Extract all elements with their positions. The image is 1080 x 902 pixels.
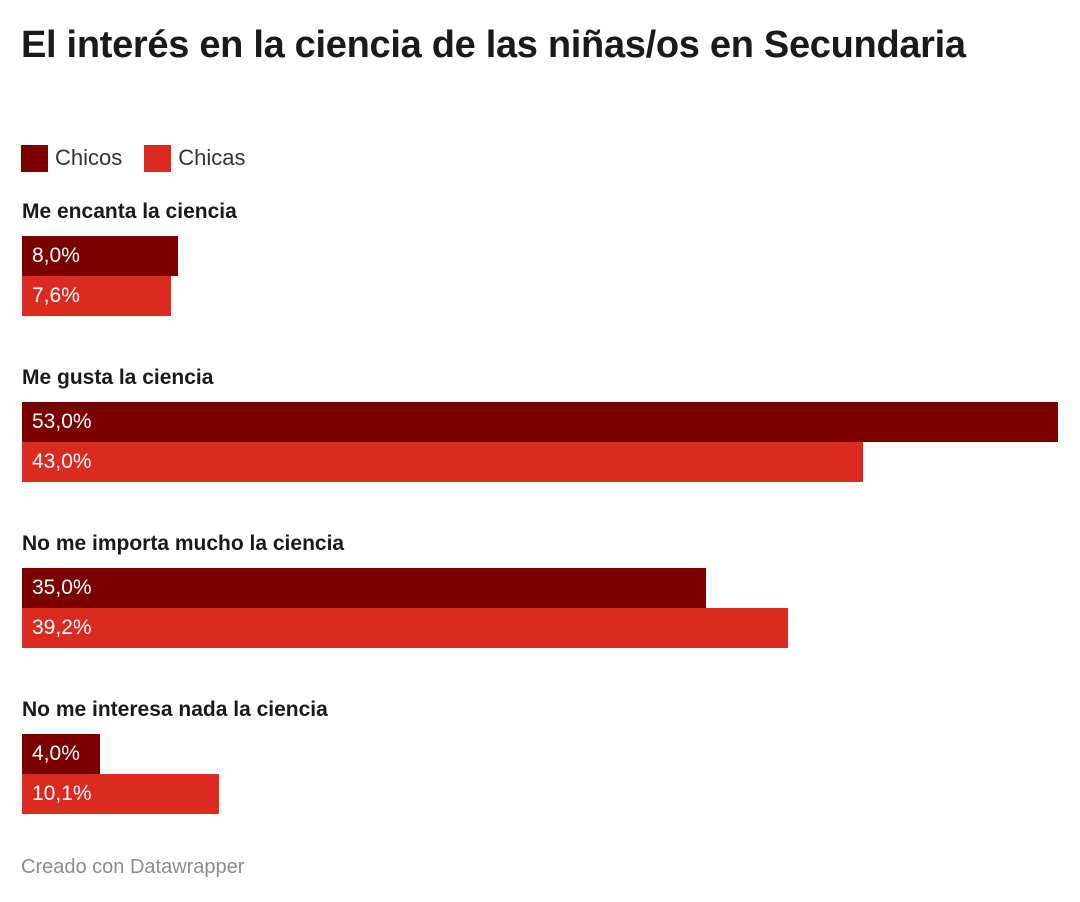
category-label: Me encanta la ciencia (22, 200, 237, 223)
bar-chicos: 4,0% (22, 734, 100, 774)
legend-label-chicos: Chicos (55, 145, 123, 170)
legend-label-chicas: Chicas (178, 145, 246, 170)
bar-chicas: 10,1% (22, 774, 219, 814)
bar-chicas: 43,0% (22, 442, 863, 482)
chart-title: El interés en la ciencia de las niñas/os… (21, 24, 966, 66)
bar-value-label: 8,0% (32, 244, 80, 267)
bar-value-label: 35,0% (32, 576, 92, 599)
legend-swatch-chicas (144, 144, 172, 172)
footer-credit[interactable]: Creado con Datawrapper (21, 856, 245, 878)
bar-chicos: 8,0% (22, 236, 178, 276)
legend-item-chicos: Chicos (21, 144, 123, 172)
legend-item-chicas: Chicas (144, 144, 246, 172)
bar-value-label: 4,0% (32, 742, 80, 765)
bar-chicos: 53,0% (22, 402, 1058, 442)
bar-value-label: 43,0% (32, 450, 92, 473)
category-label: No me interesa nada la ciencia (22, 698, 328, 721)
bar-value-label: 53,0% (32, 410, 92, 433)
bar-chicas: 39,2% (22, 608, 788, 648)
bar-value-label: 10,1% (32, 782, 92, 805)
legend: Chicos Chicas (21, 143, 268, 173)
bar-value-label: 39,2% (32, 616, 92, 639)
category-label: No me importa mucho la ciencia (22, 532, 345, 555)
category-label: Me gusta la ciencia (22, 366, 214, 389)
legend-swatch-chicos (21, 144, 48, 172)
bar-chicos: 35,0% (22, 568, 706, 608)
bar-chicas: 7,6% (22, 276, 171, 316)
bar-value-label: 7,6% (32, 284, 80, 307)
